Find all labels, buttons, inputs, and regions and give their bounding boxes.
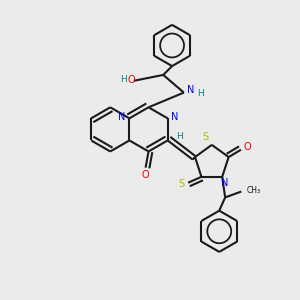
Text: O: O	[244, 142, 251, 152]
Text: O: O	[142, 170, 149, 180]
Text: N: N	[221, 178, 228, 188]
Text: S: S	[178, 179, 185, 189]
Text: H: H	[197, 89, 204, 98]
Text: CH₃: CH₃	[247, 186, 261, 195]
Text: H: H	[120, 75, 126, 84]
Text: H: H	[176, 131, 183, 140]
Text: N: N	[171, 112, 179, 122]
Text: N: N	[187, 85, 194, 95]
Text: N: N	[118, 112, 126, 122]
Text: O: O	[128, 75, 135, 85]
Text: S: S	[203, 133, 209, 142]
